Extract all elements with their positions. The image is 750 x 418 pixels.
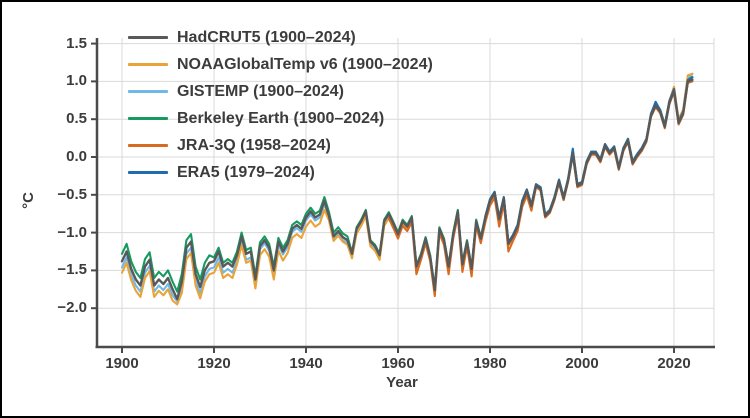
y-tick-label: 0.0 (66, 148, 87, 165)
legend-swatch-jra-3q (128, 144, 168, 147)
legend-swatch-era5 (128, 171, 168, 174)
x-tick-label: 1920 (197, 355, 231, 372)
legend-item-noaaglobaltemp: NOAAGlobalTemp v6 (1900–2024) (128, 51, 433, 78)
legend-label-berkeley-earth: Berkeley Earth (1900–2024) (177, 109, 385, 127)
legend-label-noaaglobaltemp: NOAAGlobalTemp v6 (1900–2024) (177, 55, 433, 73)
y-tick-label: −2.0 (57, 299, 87, 317)
x-tick-label: 2000 (565, 355, 599, 372)
y-tick-label: 1.0 (66, 72, 87, 90)
legend: HadCRUT5 (1900–2024) NOAAGlobalTemp v6 (1… (128, 24, 433, 186)
legend-item-hadcrut5: HadCRUT5 (1900–2024) (128, 24, 433, 51)
x-tick-label: 2020 (657, 355, 691, 372)
x-tick-label: 1900 (105, 355, 139, 372)
y-axis-title: °C (19, 192, 37, 209)
legend-swatch-berkeley-earth (128, 117, 168, 120)
x-tick-label: 1960 (381, 355, 415, 372)
y-tick-label: −0.5 (57, 185, 87, 203)
x-axis-title: Year (386, 374, 418, 391)
legend-swatch-gistemp (128, 90, 168, 93)
legend-label-jra-3q: JRA-3Q (1958–2024) (177, 136, 331, 154)
legend-item-jra-3q: JRA-3Q (1958–2024) (128, 132, 433, 159)
y-tick-label: 1.5 (66, 34, 87, 52)
x-tick-label: 1980 (473, 355, 507, 372)
legend-label-gistemp: GISTEMP (1900–2024) (177, 82, 344, 100)
y-tick-label: −1.5 (57, 261, 87, 279)
series-line-hadcrut5 (120, 78, 694, 301)
x-tick-label: 1940 (289, 355, 323, 372)
legend-item-gistemp: GISTEMP (1900–2024) (128, 78, 433, 105)
legend-label-era5: ERA5 (1979–2024) (177, 163, 315, 181)
legend-swatch-hadcrut5 (128, 36, 168, 39)
legend-item-era5: ERA5 (1979–2024) (128, 159, 433, 186)
legend-label-hadcrut5: HadCRUT5 (1900–2024) (177, 28, 356, 46)
legend-swatch-noaaglobaltemp (128, 63, 168, 66)
y-tick-label: 0.5 (66, 110, 87, 128)
y-tick-label: −1.0 (57, 223, 87, 241)
legend-item-berkeley-earth: Berkeley Earth (1900–2024) (128, 105, 433, 132)
